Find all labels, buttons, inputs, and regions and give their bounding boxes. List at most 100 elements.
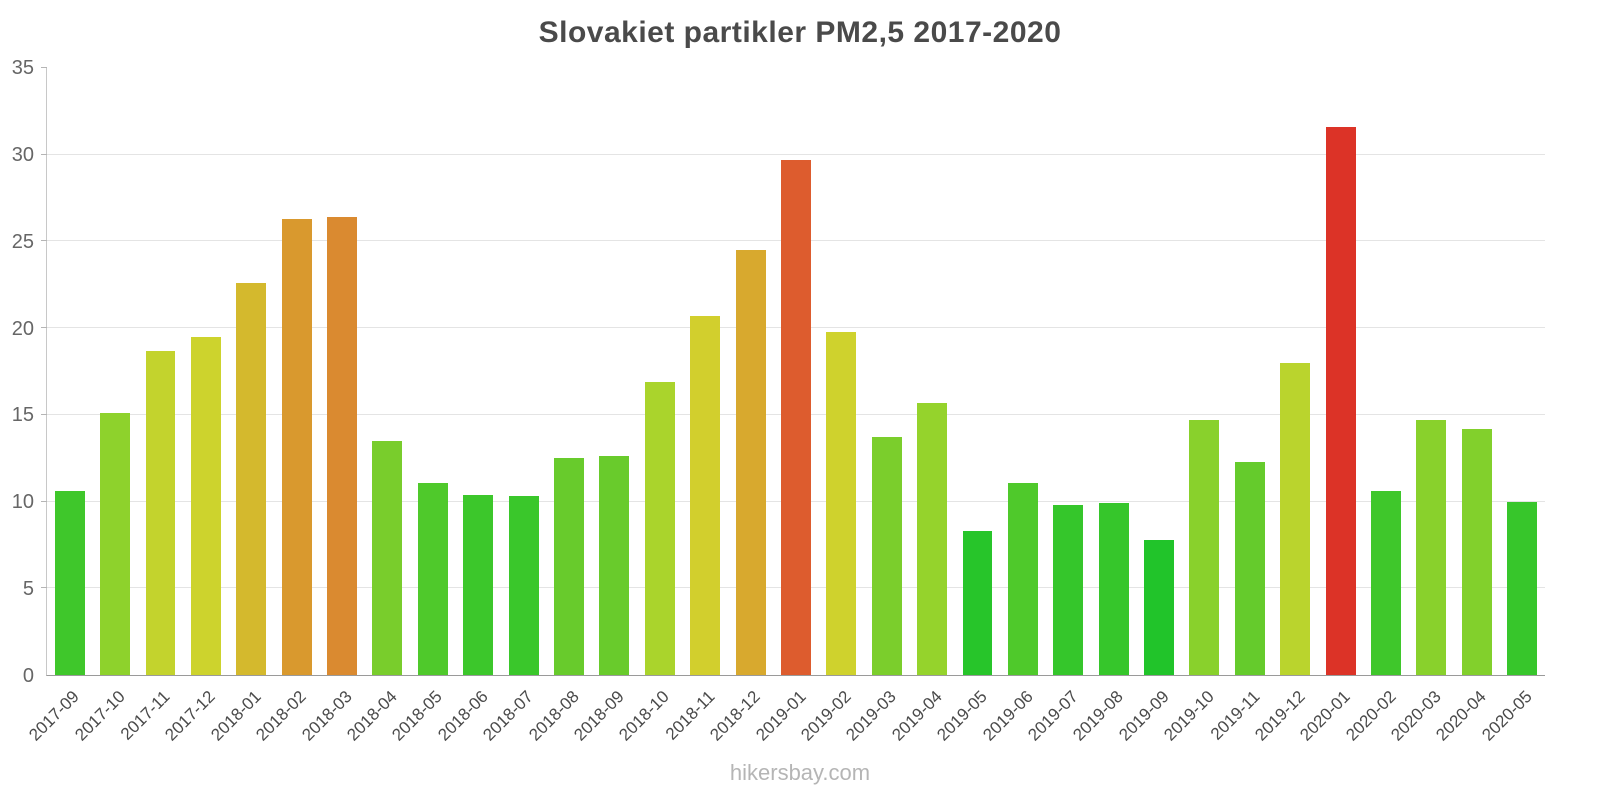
bar-slot: 2018-09 [570, 68, 637, 745]
bar [1053, 505, 1084, 675]
y-axis-labels: 0 5 10 15 20 25 30 35 [0, 58, 38, 686]
bar-slot: 2019-12 [1251, 68, 1318, 745]
bar [826, 331, 857, 675]
x-axis-label: 2018-06 [434, 687, 492, 745]
bar-slot: 2019-03 [843, 68, 909, 745]
x-axis-label: 2018-01 [207, 687, 265, 745]
bar-slot: 2018-08 [525, 68, 591, 745]
bar [54, 491, 85, 675]
bar [1507, 501, 1538, 675]
bar-slot: 2020-01 [1297, 68, 1363, 745]
bar [100, 413, 131, 675]
bar-slot: 2019-11 [1207, 68, 1272, 744]
bar-slot: 2019-09 [1115, 68, 1181, 745]
y-tick-mark [41, 240, 47, 242]
x-axis-label: 2019-08 [1069, 687, 1128, 745]
bar [372, 440, 403, 675]
bar [1144, 539, 1175, 675]
y-tick-mark [41, 587, 47, 589]
y-axis-tick-label: 30 [11, 143, 34, 166]
bar [1461, 428, 1492, 675]
y-axis-tick-label: 5 [22, 578, 34, 601]
x-axis-label: 2019-04 [888, 687, 946, 745]
y-tick-mark [41, 67, 47, 68]
y-axis-tick-label: 0 [22, 665, 34, 687]
bar [1371, 491, 1401, 675]
bar-slot: 2019-06 [979, 68, 1045, 745]
y-tick-mark [41, 327, 47, 329]
bar [871, 437, 902, 675]
x-axis-label: 2018-05 [388, 687, 447, 745]
bar [1007, 482, 1038, 675]
bar [236, 283, 267, 675]
bar [145, 350, 176, 675]
watermark: hikersbay.com [729, 760, 871, 785]
x-axis-label: 2020-02 [1341, 687, 1400, 745]
bar [1098, 503, 1129, 675]
bar [962, 531, 993, 675]
bar-slot: 2019-02 [797, 68, 864, 745]
y-axis-tick-label: 25 [11, 230, 34, 253]
x-axis-label: 2018-08 [524, 687, 583, 745]
plot-area: 2017-09 2017-10 2017-11 2017-12 2018-01 2018-… [26, 67, 1545, 745]
bar [735, 250, 766, 675]
x-axis-label: 2017-12 [161, 687, 220, 745]
bar [281, 218, 312, 675]
x-axis-label: 2019-01 [751, 687, 810, 745]
bar-slot: 2018-11 [662, 68, 727, 744]
bar-slot: 2020-02 [1342, 68, 1408, 745]
y-axis-tick-label: 20 [11, 317, 34, 340]
x-axis-label: 2020-01 [1296, 687, 1355, 745]
bar-slot: 2018-01 [207, 68, 274, 745]
bar-slot: 2019-08 [1070, 68, 1136, 745]
bar [554, 458, 584, 675]
bar-slot: 2018-03 [298, 68, 364, 745]
x-axis-label: 2018-07 [479, 687, 538, 745]
y-tick-mark [41, 413, 47, 415]
bars: 2017-09 2017-10 2017-11 2017-12 2018-01 2018-… [26, 68, 1545, 745]
x-axis-label: 2019-03 [842, 687, 901, 745]
bar-slot: 2017-10 [71, 68, 137, 745]
bar-slot: 2018-05 [389, 68, 455, 745]
bar [1325, 126, 1356, 675]
bar [1280, 362, 1311, 675]
x-axis-label: 2017-10 [70, 687, 129, 745]
bar-slot: 2018-07 [479, 68, 546, 745]
bar-slot: 2020-04 [1433, 68, 1499, 745]
bar-slot: 2020-05 [1478, 68, 1545, 745]
bar-slot: 2019-01 [752, 68, 818, 745]
bar-slot: 2019-07 [1024, 68, 1091, 745]
bar-slot: 2019-04 [888, 68, 954, 745]
bar [1416, 420, 1447, 675]
y-tick-mark [41, 153, 47, 155]
bar [1234, 461, 1265, 675]
x-axis-label: 2020-05 [1478, 687, 1536, 745]
y-axis-tick-label: 15 [11, 404, 34, 427]
x-axis-label: 2017-09 [25, 687, 84, 745]
x-axis-label: 2019-05 [933, 687, 991, 745]
bar [190, 336, 221, 675]
x-axis-label: 2018-10 [615, 687, 674, 745]
bar-slot: 2018-04 [343, 68, 410, 745]
bar [599, 456, 630, 675]
bar-slot: 2017-09 [26, 68, 92, 745]
x-axis-label: 2020-04 [1432, 687, 1491, 745]
x-axis-label: 2019-09 [1114, 687, 1173, 745]
bar-slot: 2017-12 [162, 68, 228, 745]
bar [417, 482, 448, 675]
bar [463, 494, 494, 675]
bar-slot: 2019-10 [1160, 68, 1227, 745]
y-tick-mark [41, 500, 47, 502]
chart-title: Slovakiet partikler PM2,5 2017-2020 [538, 16, 1062, 49]
x-axis-label: 2018-03 [297, 687, 356, 745]
bar-slot: 2019-05 [933, 68, 1000, 745]
bar-slot: 2020-03 [1387, 68, 1454, 745]
bar [917, 402, 948, 675]
bar [690, 316, 721, 675]
y-axis-tick-label: 35 [11, 57, 34, 79]
bar [644, 381, 675, 675]
bar [780, 159, 811, 675]
bar-slot: 2018-10 [616, 68, 682, 745]
x-axis-label: 2018-12 [706, 687, 764, 745]
